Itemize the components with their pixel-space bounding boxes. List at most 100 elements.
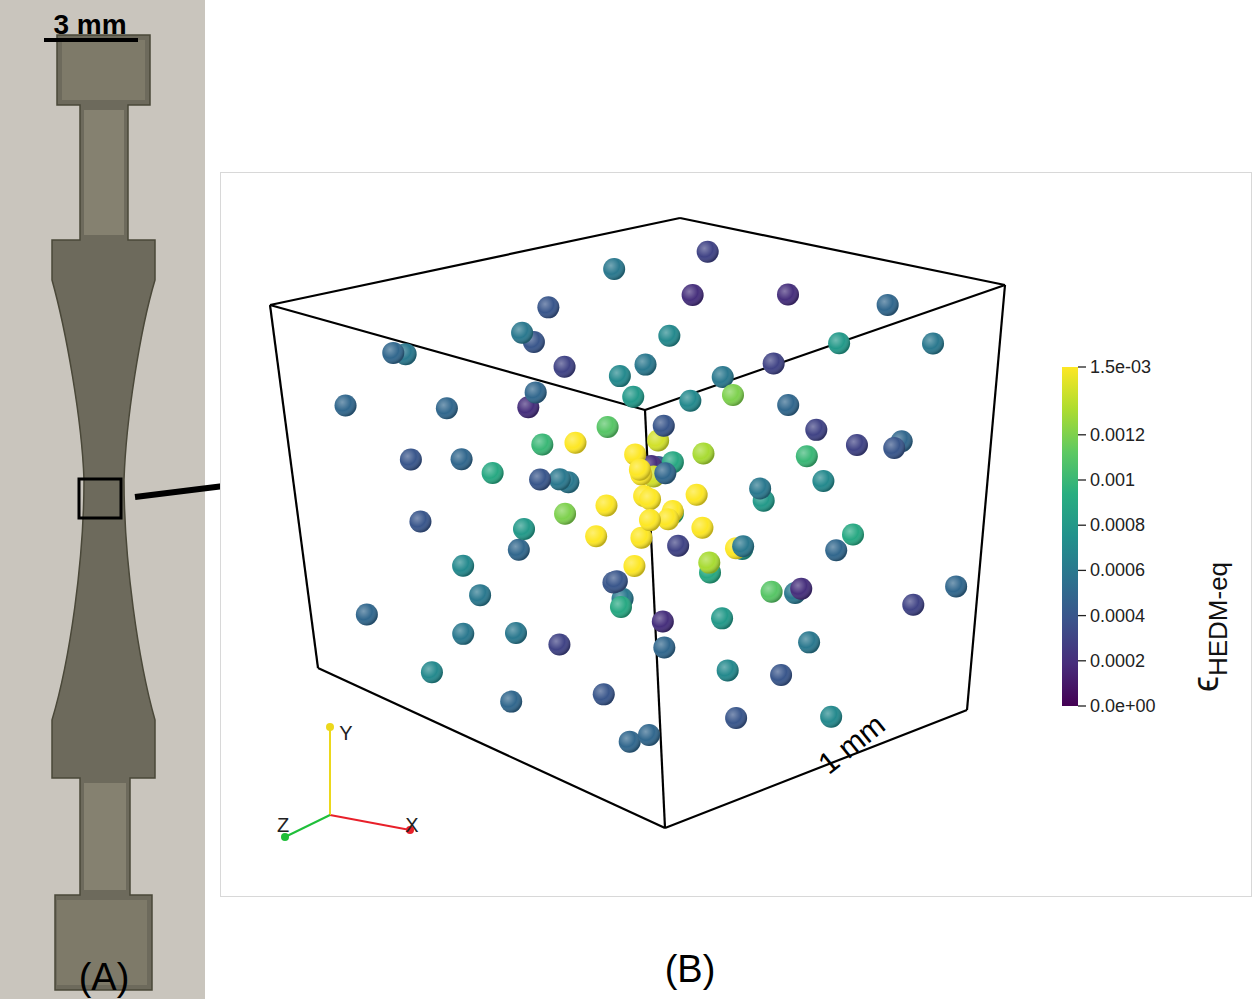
grain-shade (511, 322, 533, 344)
grain (564, 432, 586, 454)
grain-shade (658, 325, 680, 347)
grain (531, 434, 553, 456)
box-edge (318, 668, 665, 828)
panel-label: (B) (665, 948, 716, 990)
grain (529, 468, 551, 490)
colorbar-title-subscript: HEDM-eq (1203, 562, 1233, 676)
grain (436, 397, 458, 419)
grain-shade (382, 342, 404, 364)
grain-shade (732, 535, 754, 557)
grain (653, 636, 675, 658)
colorbar-tick (1078, 525, 1086, 526)
grain-shade (537, 296, 559, 318)
grain (770, 664, 792, 686)
grain-shade (549, 468, 571, 490)
grain (790, 578, 812, 600)
grain-shade (421, 661, 443, 683)
grain (623, 555, 645, 577)
panel-b: 1 mmXYZ0.0e+000.00020.00040.00060.00080.… (221, 173, 1252, 897)
colorbar-tick (1078, 479, 1086, 480)
grain-shade (692, 442, 714, 464)
grain (508, 539, 530, 561)
grain (505, 622, 527, 644)
grain-shade (610, 596, 632, 618)
grain-shade (436, 397, 458, 419)
grain-shade (877, 294, 899, 316)
grain (409, 511, 431, 533)
grain (682, 284, 704, 306)
grain-shade (717, 659, 739, 681)
photo-background (0, 0, 205, 999)
grain-shade (667, 535, 689, 557)
grain (883, 437, 905, 459)
grain-shade (654, 462, 676, 484)
grain-shade (812, 470, 834, 492)
grain-shade (798, 631, 820, 653)
grain-shade (790, 578, 812, 600)
grain-shade (777, 284, 799, 306)
grain-shade (682, 284, 704, 306)
grain-shade (820, 706, 842, 728)
grain (732, 535, 754, 557)
grain (639, 509, 661, 531)
panel-label: (A) (79, 956, 130, 998)
grain-shade (761, 581, 783, 603)
grain (597, 416, 619, 438)
triad-label: X (405, 814, 418, 836)
grain-shade (513, 518, 535, 540)
grain-shade (500, 691, 522, 713)
grain-shade (554, 503, 576, 525)
grain-shade (722, 384, 744, 406)
grain (697, 241, 719, 263)
panel-frame (221, 173, 1252, 897)
grain (877, 294, 899, 316)
grain (805, 419, 827, 441)
grain (452, 623, 474, 645)
grain (400, 449, 422, 471)
grain (711, 607, 733, 629)
grain-shade (452, 623, 474, 645)
grain (812, 470, 834, 492)
grain (595, 494, 617, 516)
grain-shade (564, 432, 586, 454)
grain (452, 555, 474, 577)
grain-shade (825, 539, 847, 561)
grain (500, 691, 522, 713)
grain-shade (606, 570, 628, 592)
grain-shade (595, 494, 617, 516)
grain-shade (749, 477, 771, 499)
grain (421, 661, 443, 683)
colorbar-title: ϵHEDM-eq (1185, 562, 1233, 692)
grain (511, 322, 533, 344)
grain (652, 611, 674, 633)
grain-shade (638, 724, 660, 746)
box-edge (680, 218, 1005, 285)
grain (722, 384, 744, 406)
grain (638, 724, 660, 746)
grain-shade (548, 633, 570, 655)
grain-shade (622, 386, 644, 408)
colorbar-tick-label: 0.001 (1090, 470, 1135, 490)
grain-shade (770, 664, 792, 686)
grain (513, 518, 535, 540)
colorbar-tick (1078, 434, 1086, 435)
grain (796, 445, 818, 467)
colorbar-tick-label: 0.0012 (1090, 425, 1145, 445)
grain (482, 462, 504, 484)
grain (692, 442, 714, 464)
grain-shade (639, 509, 661, 531)
neck-face (84, 783, 126, 890)
grain (548, 633, 570, 655)
grain-shade (902, 594, 924, 616)
grain-shade (842, 524, 864, 546)
grain (603, 258, 625, 280)
grain-shade (451, 448, 473, 470)
colorbar-tick (1078, 660, 1086, 661)
grain (725, 707, 747, 729)
grain (554, 503, 576, 525)
grain (777, 284, 799, 306)
colorbar-tick-label: 0.0002 (1090, 651, 1145, 671)
box-edge (270, 305, 645, 410)
grain (635, 354, 657, 376)
colorbar-tick-label: 0.0008 (1090, 515, 1145, 535)
